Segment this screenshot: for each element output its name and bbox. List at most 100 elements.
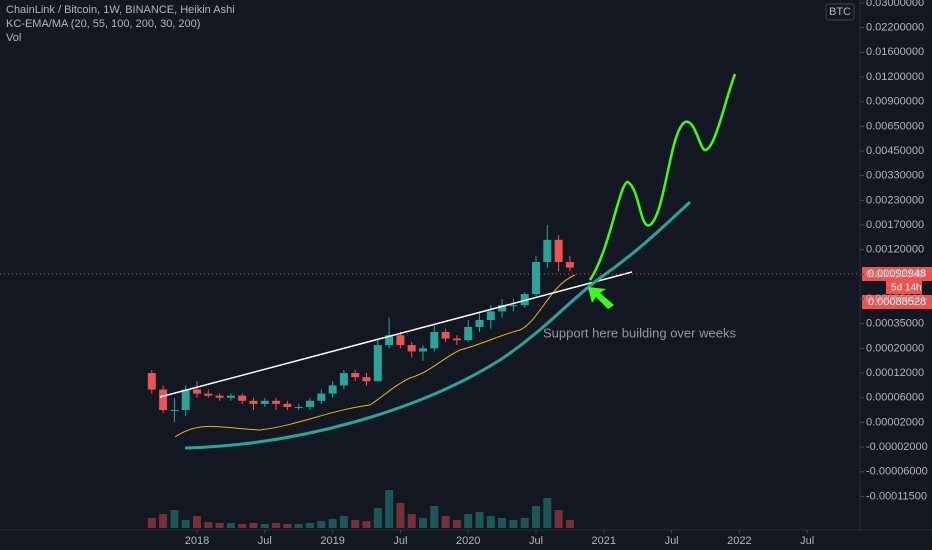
volume-bar (362, 521, 371, 528)
volume-bar (226, 523, 235, 528)
ema-line (174, 274, 576, 438)
y-tick-label: 0.03000000 (866, 0, 924, 9)
countdown-box (886, 281, 922, 294)
volume-bar (238, 524, 247, 528)
candle-body (215, 395, 224, 398)
candle-body (339, 373, 348, 386)
price-label-box (862, 295, 932, 309)
volume-bar (193, 516, 201, 528)
y-tick-label: -0.00011500 (866, 490, 927, 502)
candle-body (193, 389, 201, 394)
volume-bar (204, 522, 213, 528)
y-tick-label: 0.00900000 (866, 96, 924, 108)
candle-body (317, 393, 326, 401)
candle-body (204, 393, 213, 396)
y-tick-label: -0.00002000 (866, 441, 928, 453)
volume-bar (543, 498, 552, 528)
x-tick-label: Jul (665, 535, 679, 547)
arrow (588, 287, 614, 309)
volume-bar (170, 510, 179, 528)
volume-bar (475, 512, 484, 528)
candle-body (159, 389, 168, 411)
candle-body (475, 320, 484, 327)
x-tick-label: Jul (258, 535, 272, 547)
countdown: 5d 14h (891, 283, 922, 294)
indicator-label: KC-EMA/MA (20, 55, 100, 200, 30, 200) (6, 18, 200, 30)
candle-body (430, 331, 439, 349)
y-tick-label: 0.00002000 (866, 416, 924, 428)
volume-layer (147, 490, 574, 528)
candle-body (249, 400, 258, 404)
volume-bar (396, 503, 405, 528)
y-tick-label: 0.01600000 (866, 46, 924, 58)
volume-bar (294, 524, 303, 528)
volume-bar (464, 514, 473, 528)
price-label: 0.00090948 (868, 268, 926, 280)
volume-bar (532, 506, 540, 528)
support-curve (184, 200, 692, 450)
volume-bar (565, 520, 574, 528)
volume-bar (430, 506, 439, 528)
x-tick-label: Jul (800, 535, 814, 547)
annotation: Support here building over weeks (543, 325, 736, 340)
candle-body (238, 395, 247, 401)
candle-body (407, 345, 416, 352)
volume-bar (306, 523, 314, 528)
y-tick-label: 0.00170000 (866, 219, 924, 231)
candle-body (509, 305, 518, 307)
header-title: ChainLink / Bitcoin, 1W, BINANCE, Heikin… (6, 4, 235, 16)
candle-body (441, 331, 450, 339)
volume-bar (260, 524, 269, 528)
candle-body (554, 239, 563, 263)
volume-bar (441, 516, 450, 528)
volume-label: Vol (6, 32, 21, 44)
y-tick-label: 0.02200000 (866, 22, 924, 34)
candle-body (373, 345, 382, 382)
candle-body (532, 262, 540, 295)
candle-body (328, 385, 337, 394)
volume-bar (498, 518, 507, 528)
volume-bar (351, 520, 360, 528)
candle-body (498, 305, 507, 312)
volume-bar (339, 516, 348, 528)
volume-bar (317, 521, 326, 528)
y-tick-label: 0.00006000 (866, 392, 924, 404)
candle-body (283, 403, 292, 407)
volume-bar (419, 518, 427, 528)
candle-body (294, 406, 303, 408)
volume-bar (328, 519, 337, 528)
x-tick-label: Jul (529, 535, 543, 547)
x-tick-label: 2019 (320, 535, 344, 547)
candle-body (452, 338, 461, 341)
y-tick-label: 0.01200000 (866, 71, 924, 83)
price-label-box (862, 267, 932, 281)
trend-line (159, 271, 633, 398)
volume-bar (249, 523, 258, 528)
volume-bar (486, 516, 495, 528)
volume-bar (283, 524, 292, 528)
volume-bar (272, 523, 281, 528)
x-tick-label: 2022 (727, 535, 751, 547)
candle-body (486, 311, 495, 321)
volume-bar (520, 518, 529, 528)
candle-body (396, 335, 405, 346)
candle-body (464, 326, 473, 341)
y-tick-label: 0.00020000 (866, 342, 924, 354)
currency: BTC (829, 6, 851, 18)
projection-line (588, 73, 737, 281)
candle-body (181, 389, 190, 411)
y-tick-label: -0.00006000 (866, 466, 928, 478)
y-tick-label: 0.00035000 (866, 318, 924, 330)
candle-body (272, 400, 281, 404)
candle-body (565, 262, 574, 268)
volume-bar (509, 520, 518, 528)
y-tick-label: 0.00055000 (866, 293, 924, 305)
x-tick-label: Jul (393, 535, 407, 547)
x-tick-label: 2021 (592, 535, 616, 547)
y-tick-label: 0.00230000 (866, 194, 924, 206)
y-tick-label: 0.00450000 (866, 145, 924, 157)
candle-body (147, 373, 156, 390)
volume-bar (147, 518, 156, 528)
